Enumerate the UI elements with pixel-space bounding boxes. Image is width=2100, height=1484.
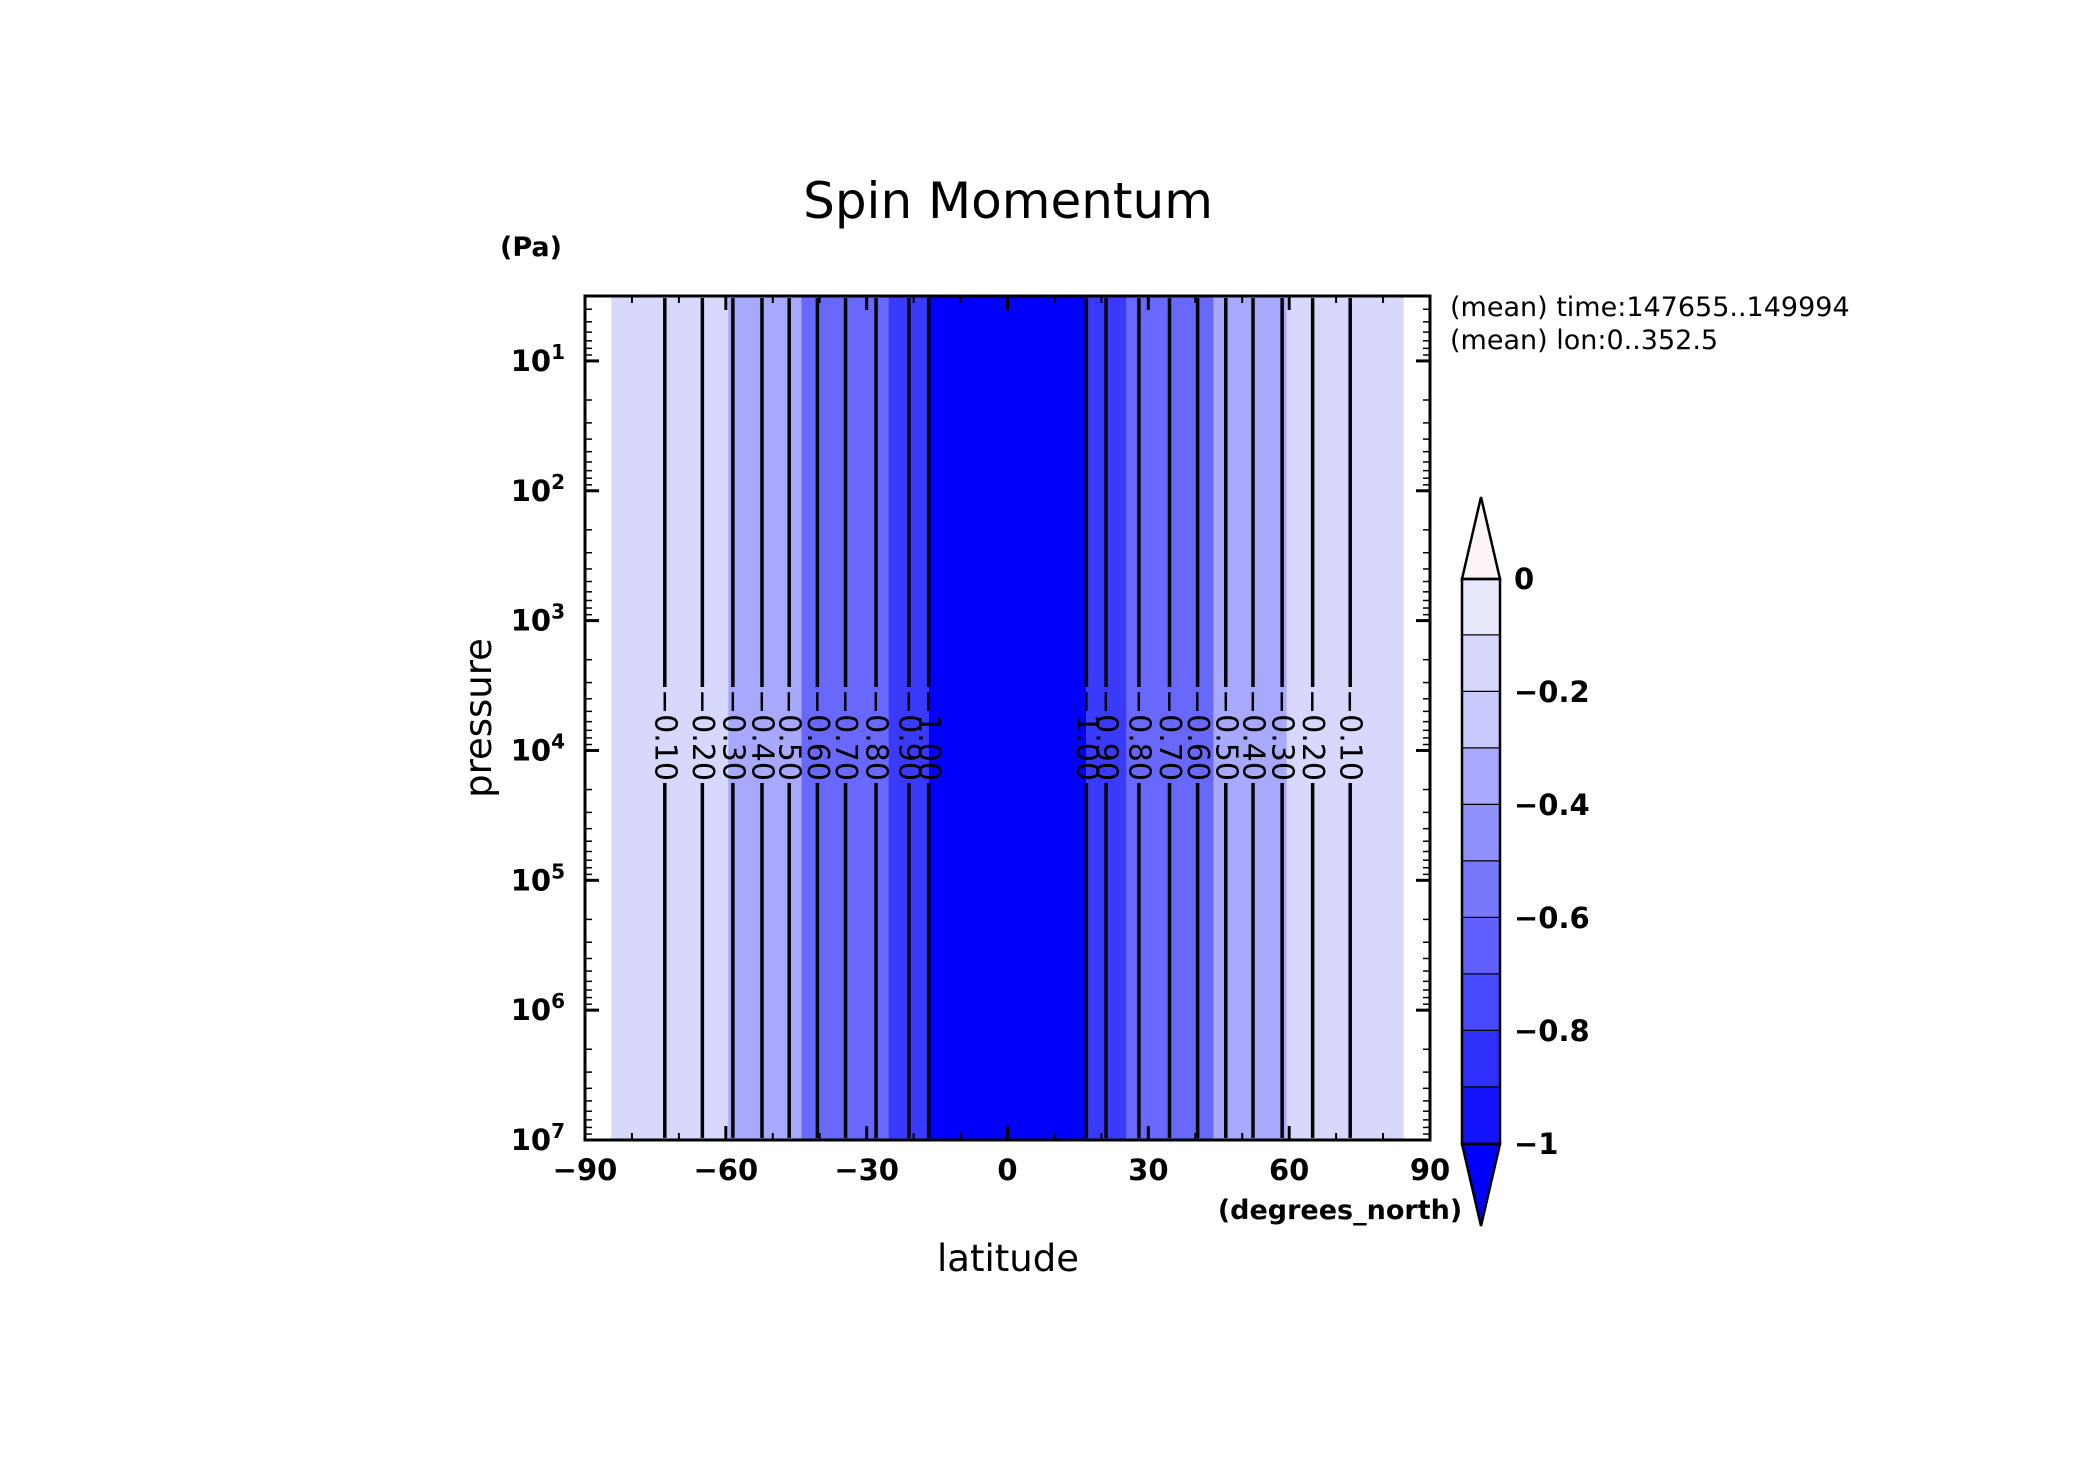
contour-label: −1.00	[911, 689, 946, 781]
contour-label: −0.40	[744, 689, 779, 781]
contour-label: −0.60	[1180, 689, 1215, 781]
y-tick-label: 105	[511, 859, 565, 897]
annotation-lon: (mean) lon:0..352.5	[1450, 325, 1718, 356]
y-units-label: (Pa)	[500, 232, 562, 263]
contour-label: −0.90	[891, 689, 926, 781]
colorbar-tick-label: 0	[1514, 562, 1534, 596]
x-units-label: (degrees_north)	[1218, 1195, 1462, 1226]
contour-band	[611, 295, 729, 1141]
contour-band	[1286, 295, 1404, 1141]
contour-label: −0.30	[1265, 689, 1300, 781]
y-tick-label: 101	[511, 340, 565, 378]
contour-lines: −0.10 −0.20−0.30−0.40−0.50−0.60−0.70−0.80…	[647, 297, 1368, 1138]
x-tick-label: 60	[1269, 1153, 1309, 1187]
colorbar-segment	[1462, 805, 1500, 862]
contour-band	[928, 295, 1087, 1141]
contour-label: −0.20	[685, 689, 720, 781]
x-tick-label: 30	[1128, 1153, 1168, 1187]
colorbar-segment	[1462, 1031, 1500, 1088]
colorbar-segment	[1462, 1087, 1500, 1144]
x-tick-label: 90	[1410, 1153, 1450, 1187]
contour-label: −1.00	[1069, 689, 1104, 781]
x-tick-label: −60	[694, 1153, 759, 1187]
colorbar-segment	[1462, 692, 1500, 749]
contour-label: −0.20	[1295, 689, 1330, 781]
colorbar-tick-label: −0.6	[1514, 901, 1590, 935]
contour-label: −0.40	[1236, 689, 1271, 781]
y-tick-label: 104	[511, 729, 565, 767]
contour-label: −0.50	[1208, 689, 1243, 781]
annotation-time: (mean) time:147655..149994	[1450, 292, 1850, 323]
y-axis-label: pressure	[457, 638, 500, 798]
y-tick-label: 103	[511, 600, 565, 638]
contour-label: −0.50	[772, 689, 807, 781]
x-tick-label: 0	[997, 1153, 1017, 1187]
colorbar-segment	[1462, 635, 1500, 692]
colorbar-frame	[1460, 577, 1502, 1146]
contour-label: −0.90	[1089, 689, 1124, 781]
colorbar-tick-label: −0.2	[1514, 675, 1590, 709]
colorbar: 0 −0.2 −0.4 −0.6 −0.8 −1	[1460, 496, 1590, 1227]
x-tick-label: −90	[553, 1153, 618, 1187]
x-tick-label: −30	[834, 1153, 899, 1187]
colorbar-under-triangle	[1460, 1142, 1502, 1227]
x-axis-label: latitude	[937, 1237, 1079, 1280]
y-tick-label: 102	[511, 470, 565, 508]
contour-label: −0.10	[1333, 689, 1368, 781]
colorbar-segment	[1462, 918, 1500, 975]
colorbar-over-triangle	[1460, 496, 1502, 581]
contour-label: −0.80	[859, 689, 894, 781]
y-axis: 101 102 103 104 105 106 107	[511, 308, 1430, 1157]
colorbar-tick-label: −0.8	[1514, 1014, 1590, 1048]
colorbar-segment	[1462, 974, 1500, 1031]
colorbar-segment	[1462, 579, 1500, 636]
contour-label: −0.10	[647, 689, 682, 781]
contour-label: −0.70	[1152, 689, 1187, 781]
colorbar-tick-label: −1	[1514, 1127, 1558, 1161]
colorbar-tick-label: −0.4	[1514, 788, 1590, 822]
y-tick-label: 107	[511, 1119, 565, 1157]
chart-title: Spin Momentum	[803, 172, 1213, 230]
colorbar-segment	[1462, 748, 1500, 805]
contour-label: −0.30	[715, 689, 750, 781]
contour-label: −0.80	[1121, 689, 1156, 781]
y-tick-label: 106	[511, 989, 565, 1027]
contour-label: −0.70	[828, 689, 863, 781]
contour-label: −0.60	[800, 689, 835, 781]
x-axis: −90 −60 −30 0 30 60 90	[553, 296, 1450, 1187]
colorbar-segment	[1462, 861, 1500, 918]
